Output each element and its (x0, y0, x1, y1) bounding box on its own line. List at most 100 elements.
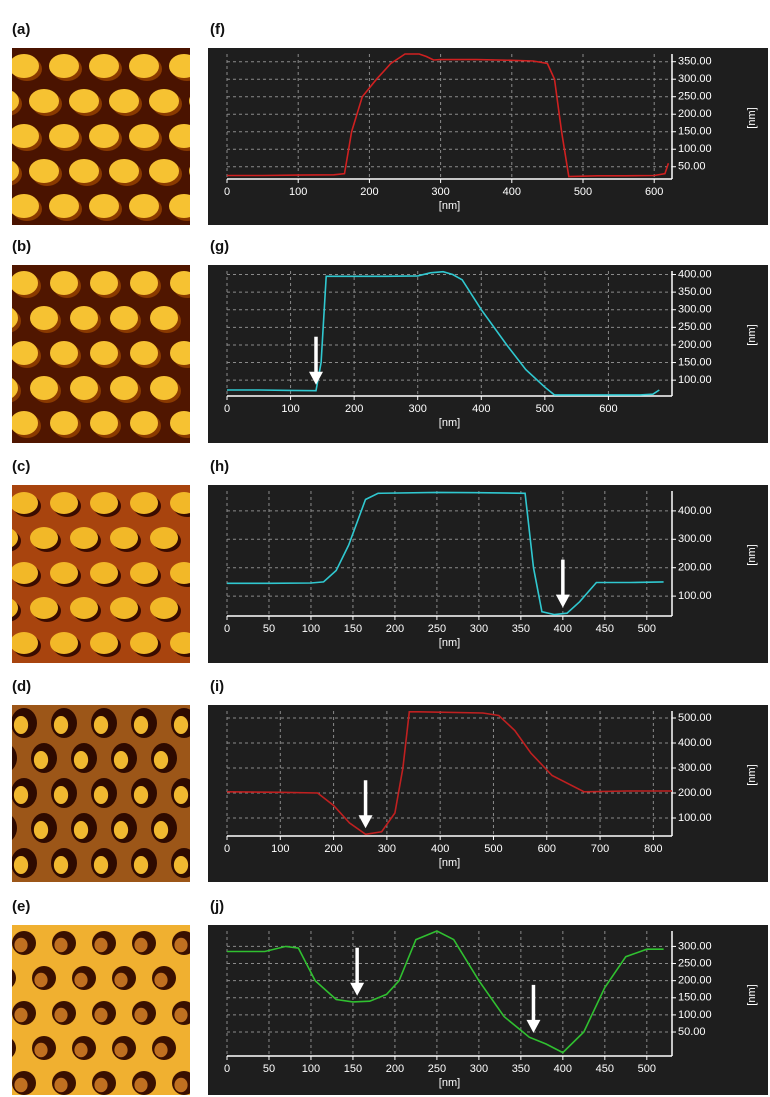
afm-pore (111, 883, 137, 913)
y-axis-label: [nm] (746, 107, 758, 128)
afm-pore-floor (54, 938, 67, 952)
afm-pillar (110, 527, 138, 549)
afm-pore-floor (134, 938, 147, 952)
afm-pore-floor (174, 716, 188, 734)
afm-shadow (73, 449, 101, 473)
afm-pore-floor (34, 751, 48, 769)
afm-pillar (150, 667, 178, 689)
x-tick-label: 400 (472, 403, 490, 415)
afm-pillar (150, 306, 178, 330)
x-tick-label: 200 (386, 1063, 404, 1075)
afm-pillar (169, 54, 199, 78)
x-tick-label: 300 (431, 186, 449, 198)
afm-pillar (49, 54, 79, 78)
afm-pillar (110, 306, 138, 330)
afm-pore-floor (14, 938, 27, 952)
afm-shadow (112, 232, 142, 256)
afm-pillar (49, 194, 79, 218)
afm-pillar (10, 411, 38, 435)
afm-pore-floor (74, 751, 88, 769)
afm-shadow (0, 414, 1, 438)
afm-pillar (109, 229, 139, 253)
afm-pillar (150, 457, 178, 479)
afm-pillar (109, 19, 139, 43)
afm-pore (112, 896, 136, 920)
afm-pore-floor (54, 786, 68, 804)
afm-pillar (10, 632, 38, 654)
afm-shadow (233, 460, 261, 482)
afm-pillar (30, 527, 58, 549)
afm-shadow (0, 344, 1, 368)
afm-pore (151, 673, 177, 703)
afm-pillar (30, 236, 58, 260)
afm-pillar (170, 411, 198, 435)
x-tick-label: 150 (344, 623, 362, 635)
afm-pore (231, 673, 257, 703)
afm-pillar (70, 667, 98, 689)
afm-pore (231, 883, 257, 913)
y-tick-label: 400.00 (678, 737, 712, 749)
y-tick-label: 300.00 (678, 940, 712, 952)
afm-shadow (0, 57, 2, 81)
afm-pillar (90, 562, 118, 584)
afm-pillar (110, 376, 138, 400)
y-tick-label: 300.00 (678, 304, 712, 316)
afm-shadow (73, 239, 101, 263)
afm-pillar (130, 271, 158, 295)
afm-shadow (73, 460, 101, 482)
afm-pore (71, 673, 97, 703)
afm-pore-floor (74, 973, 87, 987)
afm-shadow (233, 239, 261, 263)
x-axis-label: [nm] (439, 637, 460, 649)
y-tick-label: 200.00 (678, 339, 712, 351)
afm-pillar (150, 446, 178, 470)
afm-shadow (33, 449, 61, 473)
y-tick-label: 250.00 (678, 321, 712, 333)
afm-pore-floor (54, 1008, 67, 1022)
panel-label: (f) (210, 21, 225, 38)
afm-pore-floor (94, 856, 108, 874)
x-tick-label: 500 (574, 186, 592, 198)
afm-shadow (233, 449, 261, 473)
y-tick-label: 200.00 (678, 787, 712, 799)
x-tick-label: 300 (470, 623, 488, 635)
x-tick-label: 0 (224, 403, 230, 415)
afm-pillar (10, 492, 38, 514)
y-tick-label: 50.00 (678, 161, 706, 173)
afm-pillar (29, 89, 59, 113)
afm-pillar (230, 457, 258, 479)
x-tick-label: 400 (503, 186, 521, 198)
y-tick-label: 300.00 (678, 73, 712, 85)
afm-pillar (130, 492, 158, 514)
afm-pillar (169, 124, 199, 148)
afm-shadow (153, 460, 181, 482)
y-tick-label: 500.00 (678, 712, 712, 724)
afm-pore-floor (174, 1078, 187, 1092)
afm-pillar (170, 341, 198, 365)
panel-label: (g) (210, 238, 229, 255)
afm-pore-floor (94, 716, 108, 734)
afm-pillar (50, 341, 78, 365)
y-tick-label: 250.00 (678, 91, 712, 103)
afm-pillar (90, 492, 118, 514)
afm-pillar (69, 19, 99, 43)
x-tick-label: 0 (224, 1063, 230, 1075)
x-tick-label: 250 (428, 623, 446, 635)
afm-pillar (10, 562, 38, 584)
afm-shadow (232, 22, 262, 46)
x-tick-label: 0 (224, 186, 230, 198)
x-tick-label: 700 (591, 843, 609, 855)
afm-pillar (70, 527, 98, 549)
afm-pore-floor (94, 938, 107, 952)
x-axis-label: [nm] (439, 200, 460, 212)
afm-pillar (90, 271, 118, 295)
afm-shadow (72, 22, 102, 46)
afm-pore-floor (194, 973, 207, 987)
afm-pore-floor (34, 973, 47, 987)
x-tick-label: 500 (536, 403, 554, 415)
y-tick-label: 350.00 (678, 286, 712, 298)
afm-pore-floor (194, 903, 207, 917)
afm-pillar (149, 159, 179, 183)
afm-pore-floor (14, 856, 28, 874)
x-tick-label: 100 (302, 1063, 320, 1075)
